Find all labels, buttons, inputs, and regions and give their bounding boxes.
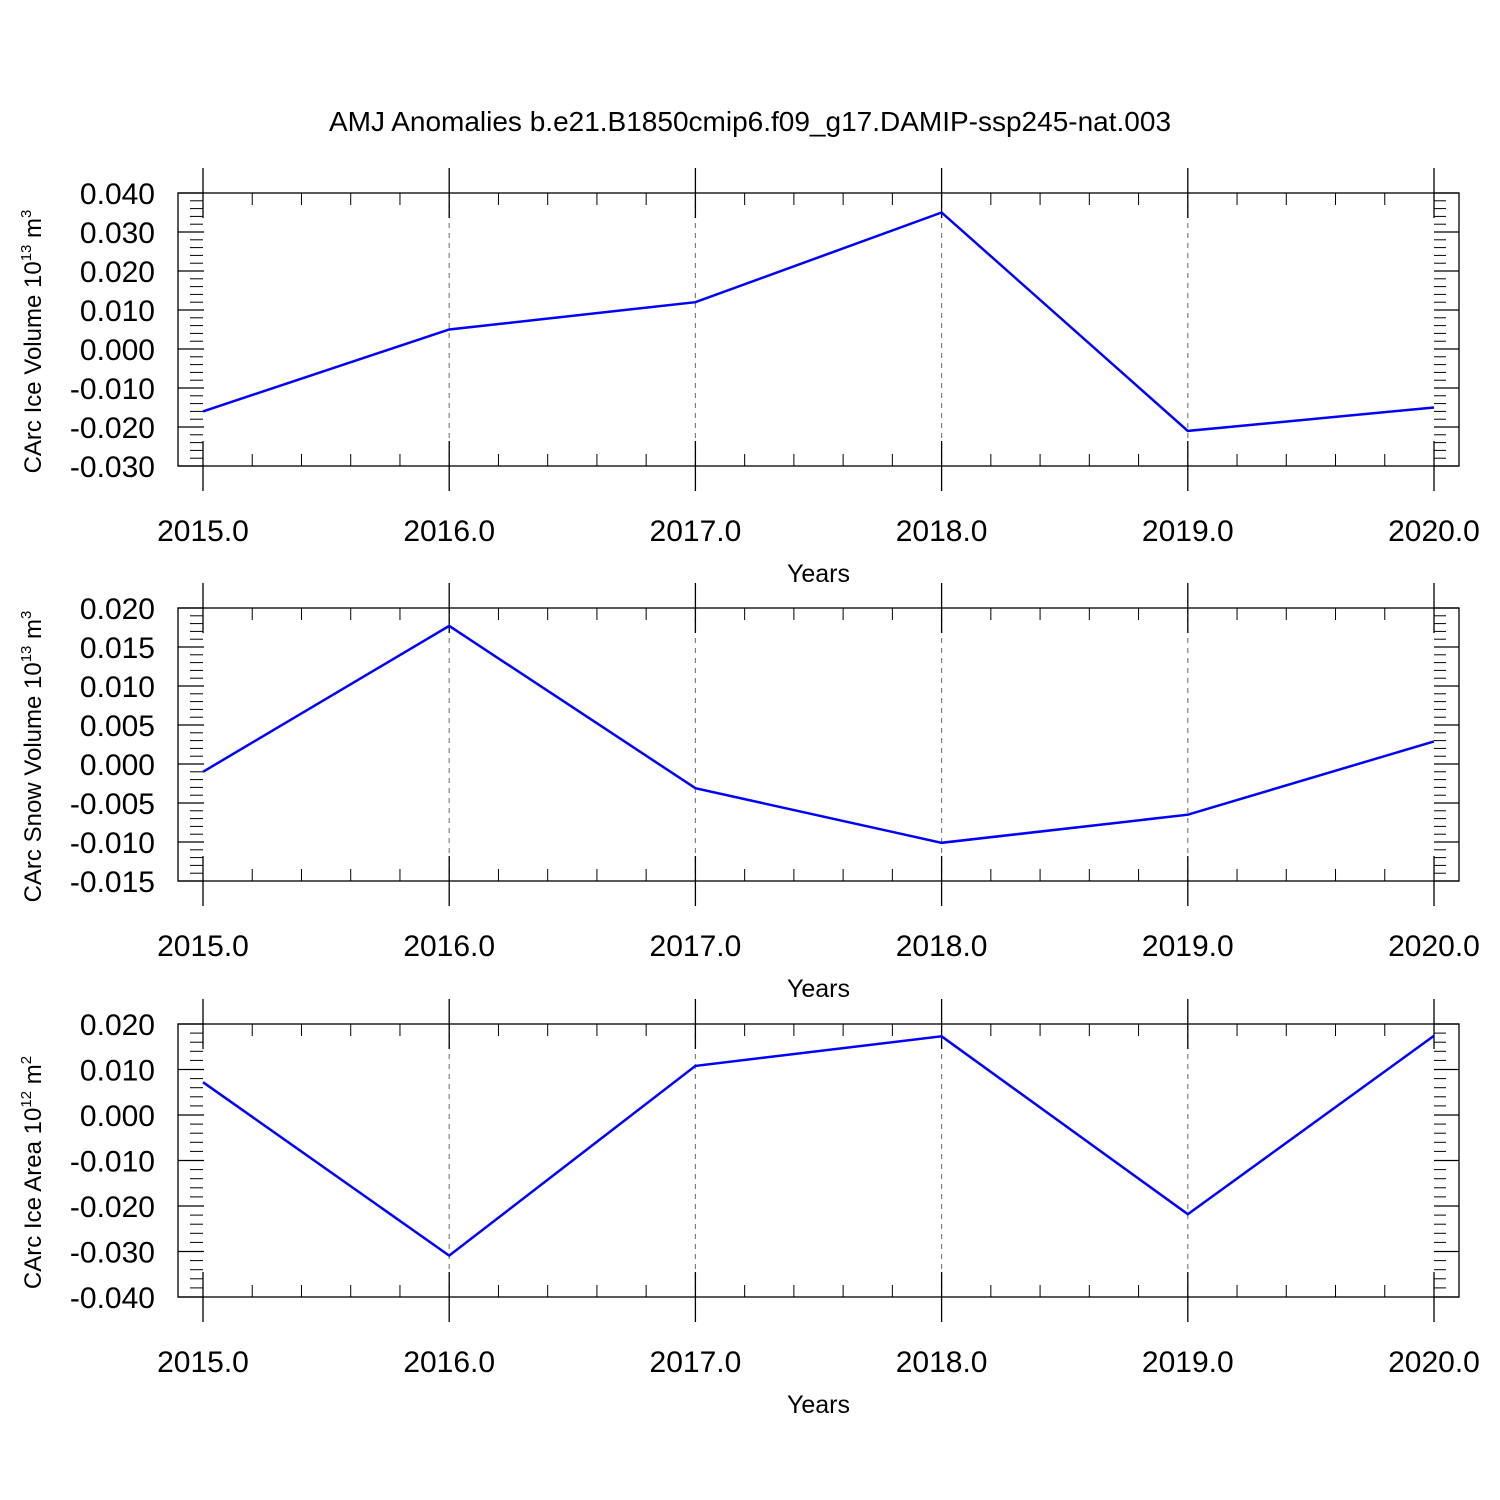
y-tick-label: 0.020 (80, 593, 155, 626)
y-tick-label: 0.000 (80, 334, 155, 367)
x-tick-label: 2016.0 (403, 1346, 495, 1379)
x-tick-label: 2018.0 (896, 1346, 988, 1379)
x-tick-label: 2020.0 (1388, 930, 1480, 963)
y-tick-label: -0.005 (70, 788, 155, 821)
x-tick-label: 2019.0 (1142, 1346, 1234, 1379)
y-tick-label: -0.040 (70, 1282, 155, 1315)
y-tick-label: 0.020 (80, 1009, 155, 1042)
x-tick-label: 2015.0 (157, 515, 249, 548)
figure-title: AMJ Anomalies b.e21.B1850cmip6.f09_g17.D… (329, 106, 1171, 137)
x-tick-label: 2015.0 (157, 930, 249, 963)
y-tick-label: -0.030 (70, 451, 155, 484)
y-axis-label: CArc Ice Volume 1013 m3 (18, 210, 47, 474)
x-tick-label: 2020.0 (1388, 515, 1480, 548)
x-tick-label: 2018.0 (896, 515, 988, 548)
x-tick-label: 2016.0 (403, 930, 495, 963)
x-tick-label: 2020.0 (1388, 1346, 1480, 1379)
panel-3: 2015.0 2016.0 2017.0 2018.0 2019.0 2020.0 0.02… (18, 999, 1480, 1419)
y-tick-label: 0.010 (80, 295, 155, 328)
y-axis-label: CArc Snow Volume 1013 m3 (18, 611, 47, 903)
y-tick-label: -0.010 (70, 373, 155, 406)
y-tick-label: 0.000 (80, 1100, 155, 1133)
y-tick-label: -0.020 (70, 1191, 155, 1224)
x-axis-label: Years (787, 560, 850, 588)
plot-frame (177, 1023, 1460, 1298)
y-tick-label: 0.015 (80, 632, 155, 665)
x-axis-label: Years (787, 975, 850, 1003)
x-tick-label: 2015.0 (157, 1346, 249, 1379)
x-tick-label: 2019.0 (1142, 930, 1234, 963)
x-tick-label: 2017.0 (650, 515, 742, 548)
y-tick-label: -0.030 (70, 1237, 155, 1270)
series-line (202, 211, 1435, 433)
panels: 2015.0 2016.0 2017.0 2018.0 2019.0 2020.0 0.04… (18, 168, 1480, 1419)
y-tick-label: 0.005 (80, 710, 155, 743)
series-line (202, 1034, 1435, 1258)
x-tick-label: 2018.0 (896, 930, 988, 963)
y-tick-label: 0.020 (80, 256, 155, 289)
x-tick-label: 2017.0 (650, 930, 742, 963)
y-tick-label: 0.010 (80, 1055, 155, 1088)
x-tick-label: 2017.0 (650, 1346, 742, 1379)
panel-1: 2015.0 2016.0 2017.0 2018.0 2019.0 2020.0 0.04… (18, 168, 1480, 588)
panel-2: 2015.0 2016.0 2017.0 2018.0 2019.0 2020.0 0.02… (18, 583, 1480, 1003)
y-axis-label: CArc Ice Area 1012 m2 (18, 1056, 47, 1289)
y-tick-label: 0.000 (80, 749, 155, 782)
y-tick-label: -0.015 (70, 866, 155, 899)
y-tick-label: -0.010 (70, 1146, 155, 1179)
y-tick-label: 0.040 (80, 178, 155, 211)
x-axis-label: Years (787, 1391, 850, 1419)
y-tick-label: 0.030 (80, 217, 155, 250)
y-tick-label: -0.020 (70, 412, 155, 445)
plot-frame (177, 607, 1460, 882)
y-tick-label: -0.010 (70, 827, 155, 860)
x-tick-label: 2019.0 (1142, 515, 1234, 548)
y-tick-label: 0.010 (80, 671, 155, 704)
series-line (202, 624, 1435, 845)
plot-frame (177, 192, 1460, 467)
x-tick-label: 2016.0 (403, 515, 495, 548)
